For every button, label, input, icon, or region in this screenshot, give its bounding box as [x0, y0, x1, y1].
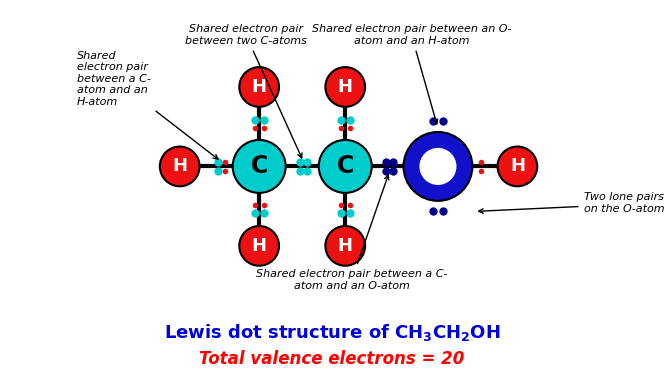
Circle shape	[232, 140, 286, 193]
Circle shape	[319, 140, 372, 193]
Text: O: O	[427, 153, 449, 179]
Text: Shared electron pair between a C-
atom and an O-atom: Shared electron pair between a C- atom a…	[256, 175, 448, 291]
Text: H: H	[252, 237, 267, 255]
Circle shape	[325, 67, 365, 107]
Circle shape	[239, 67, 279, 107]
Text: C: C	[337, 155, 354, 179]
Text: H: H	[338, 237, 353, 255]
Text: Shared
electron pair
between a C-
atom and an
H-atom: Shared electron pair between a C- atom a…	[77, 50, 218, 159]
Text: C: C	[250, 155, 268, 179]
Circle shape	[325, 226, 365, 266]
Text: H: H	[252, 78, 267, 96]
Text: H: H	[338, 78, 353, 96]
Circle shape	[239, 226, 279, 266]
Text: H: H	[172, 158, 187, 176]
Text: Total valence electrons = 20: Total valence electrons = 20	[199, 350, 465, 368]
Circle shape	[420, 148, 456, 185]
Circle shape	[160, 147, 200, 186]
Text: Shared electron pair between an O-
atom and an H-atom: Shared electron pair between an O- atom …	[311, 24, 511, 124]
Text: H: H	[510, 158, 525, 176]
Circle shape	[404, 132, 472, 201]
Text: Shared electron pair
between two C-atoms: Shared electron pair between two C-atoms	[185, 24, 307, 158]
Text: Two lone pairs of electrons
on the O-atom: Two lone pairs of electrons on the O-ato…	[479, 192, 664, 214]
Text: Lewis dot structure of $\mathbf{CH_3CH_2OH}$: Lewis dot structure of $\mathbf{CH_3CH_2…	[164, 322, 500, 343]
Circle shape	[497, 147, 537, 186]
